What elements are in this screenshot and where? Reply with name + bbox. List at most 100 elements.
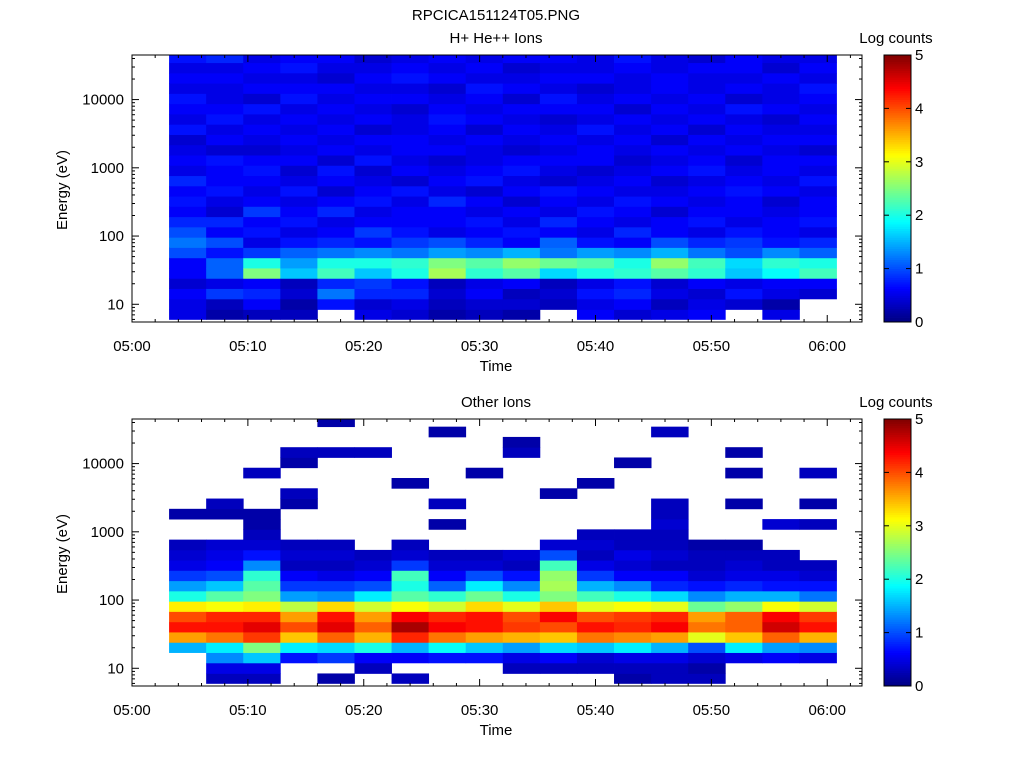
heatmap-cell bbox=[354, 165, 392, 177]
heatmap-cell bbox=[206, 601, 244, 612]
colorbar-segment bbox=[884, 215, 911, 218]
heatmap-cell bbox=[391, 601, 430, 612]
colorbar-segment bbox=[884, 208, 911, 212]
x-axis-label: Time bbox=[480, 358, 513, 375]
x-tick-label: 05:50 bbox=[693, 702, 731, 719]
heatmap-cell bbox=[465, 55, 504, 64]
colorbar-segment bbox=[884, 634, 911, 638]
heatmap-cell bbox=[539, 298, 578, 310]
heatmap-cell bbox=[317, 549, 355, 561]
heatmap-cell bbox=[799, 278, 837, 289]
heatmap-cell bbox=[688, 206, 726, 218]
heatmap-cell bbox=[614, 144, 652, 156]
heatmap-cell bbox=[576, 124, 615, 135]
heatmap-cell bbox=[502, 278, 541, 289]
heatmap-cell bbox=[243, 642, 281, 653]
colorbar-segment bbox=[884, 141, 911, 145]
heatmap-cell bbox=[539, 288, 578, 300]
colorbar-segment bbox=[884, 583, 911, 587]
heatmap-cell bbox=[762, 298, 800, 310]
heatmap-cell bbox=[502, 124, 541, 135]
heatmap-cell bbox=[354, 580, 392, 592]
heatmap-cell bbox=[243, 570, 281, 582]
heatmap-cell bbox=[169, 103, 207, 115]
colorbar-segment bbox=[884, 170, 911, 174]
colorbar-segment bbox=[884, 639, 911, 642]
heatmap-cell bbox=[502, 55, 541, 64]
heatmap-cell bbox=[243, 673, 281, 684]
colorbar-segment bbox=[884, 197, 911, 201]
heatmap-cell bbox=[391, 83, 430, 94]
heatmap-cell bbox=[725, 570, 763, 582]
colorbar-segment bbox=[884, 623, 911, 627]
colorbar-segment bbox=[884, 261, 911, 265]
heatmap-cell bbox=[428, 590, 467, 602]
heatmap-cell bbox=[280, 309, 318, 320]
heatmap-cell bbox=[502, 268, 541, 279]
heatmap-cell bbox=[651, 539, 689, 551]
colorbar-segment bbox=[884, 59, 911, 63]
heatmap-cell bbox=[428, 309, 467, 320]
colorbar-segment bbox=[884, 681, 911, 685]
heatmap-cell bbox=[762, 185, 800, 197]
colorbar-segment bbox=[884, 501, 911, 504]
heatmap-cell bbox=[688, 288, 726, 300]
x-tick-label: 05:40 bbox=[577, 338, 615, 355]
heatmap-cell bbox=[614, 206, 652, 218]
heatmap-cell bbox=[576, 549, 615, 561]
heatmap-cell bbox=[725, 288, 763, 300]
heatmap-cell bbox=[725, 206, 763, 218]
heatmap-cell bbox=[169, 155, 207, 166]
axes: 05:00 05:10 05:20 05:30 05:40 05:50 06:00 10 100… bbox=[82, 54, 863, 355]
heatmap-cell bbox=[428, 155, 467, 166]
heatmap-cell bbox=[428, 134, 467, 146]
heatmap-cell bbox=[391, 298, 430, 310]
heatmap-cell bbox=[428, 62, 467, 74]
heatmap-cell bbox=[317, 673, 355, 684]
heatmap-cell bbox=[317, 93, 355, 105]
heatmap-cell bbox=[280, 114, 318, 125]
colorbar-segment bbox=[884, 161, 911, 165]
heatmap-cell bbox=[539, 93, 578, 105]
heatmap-cell bbox=[280, 498, 318, 510]
heatmap-cell bbox=[799, 144, 837, 156]
colorbar-segment bbox=[884, 452, 911, 456]
heatmap-cell bbox=[576, 114, 615, 125]
heatmap-cell bbox=[799, 124, 837, 135]
heatmap-cell bbox=[428, 247, 467, 259]
heatmap-cell bbox=[502, 436, 541, 448]
colorbar-segment bbox=[884, 612, 911, 616]
heatmap-cell bbox=[651, 216, 689, 228]
colorbar-segment bbox=[884, 55, 911, 58]
colorbar-segment bbox=[884, 135, 911, 138]
heatmap-cell bbox=[539, 580, 578, 592]
heatmap-cell bbox=[169, 309, 207, 320]
heatmap-cell bbox=[354, 590, 392, 602]
heatmap-cell bbox=[465, 309, 504, 320]
heatmap-cell bbox=[576, 298, 615, 310]
heatmap-cell bbox=[206, 165, 244, 177]
heatmap-cell bbox=[799, 72, 837, 84]
colorbar-tick-label: 2 bbox=[915, 207, 923, 224]
heatmap-cell bbox=[354, 216, 392, 228]
colorbar-frame bbox=[883, 418, 912, 687]
heatmap-cell bbox=[576, 206, 615, 218]
heatmap-cell bbox=[576, 268, 615, 279]
heatmap-cell bbox=[725, 298, 763, 310]
colorbar-segment bbox=[884, 641, 911, 645]
heatmap-cell bbox=[428, 114, 467, 125]
heatmap-cell bbox=[725, 560, 763, 571]
y-tick-label: 10000 bbox=[82, 456, 124, 473]
heatmap-cell bbox=[539, 83, 578, 94]
colorbar-segment bbox=[884, 126, 911, 129]
heatmap-cell bbox=[762, 652, 800, 664]
heatmap-cell bbox=[539, 72, 578, 84]
heatmap-cell bbox=[465, 62, 504, 74]
heatmap-cell bbox=[614, 590, 652, 602]
heatmap-cell bbox=[725, 642, 763, 653]
heatmap-cell bbox=[243, 114, 281, 125]
colorbar-segment bbox=[884, 75, 911, 78]
heatmap-cell bbox=[799, 611, 837, 623]
colorbar-segment bbox=[884, 490, 911, 493]
heatmap-cell bbox=[614, 268, 652, 279]
